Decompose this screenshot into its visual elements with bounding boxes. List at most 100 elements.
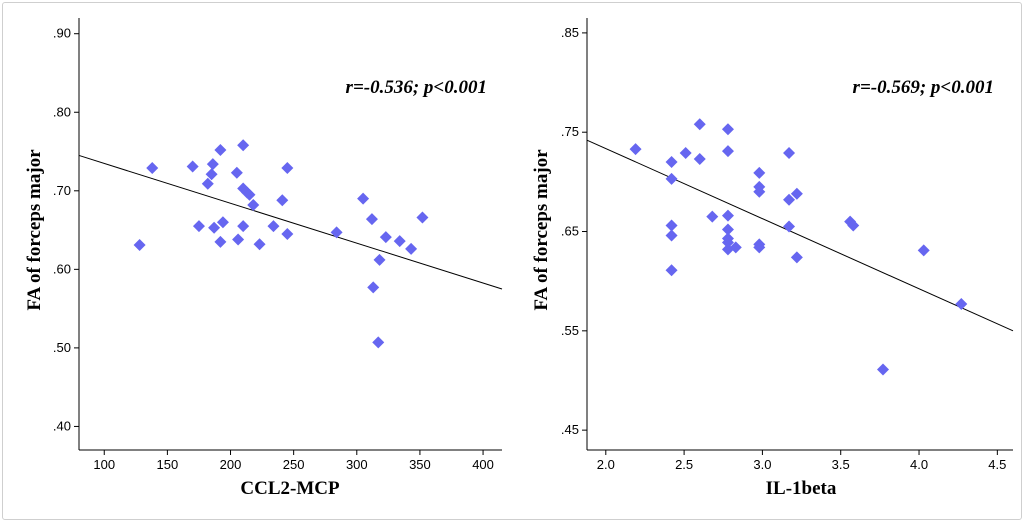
y-tick-label: .80 (53, 104, 71, 119)
data-point (917, 244, 930, 257)
correlation-annotation: r=-0.569; p<0.001 (853, 77, 994, 98)
y-tick-label: .55 (561, 323, 579, 338)
y-axis-ticks: .40 .50 .60 .70 .80 .90 (53, 26, 79, 433)
x-tick-label: 400 (472, 457, 494, 472)
y-tick-label: .90 (53, 26, 71, 41)
data-point (665, 172, 678, 185)
y-tick-label: .40 (53, 418, 71, 433)
data-point (393, 235, 406, 248)
data-point (783, 193, 796, 206)
data-point (216, 216, 229, 229)
data-point (790, 251, 803, 264)
x-axis-title: CCL2-MCP (240, 478, 340, 499)
data-point (206, 158, 219, 171)
data-point (230, 166, 243, 179)
x-axis-title: IL-1beta (766, 478, 837, 499)
y-tick-label: .60 (53, 261, 71, 276)
data-point (214, 143, 227, 156)
data-point (205, 168, 218, 181)
data-point (679, 147, 692, 160)
data-point (405, 242, 418, 255)
x-tick-label: 4.5 (988, 457, 1006, 472)
data-point (237, 220, 250, 233)
y-tick-label: .45 (561, 422, 579, 437)
x-tick-label: 4.0 (910, 457, 928, 472)
x-tick-label: 100 (93, 457, 115, 472)
y-tick-label: .50 (53, 340, 71, 355)
data-point (721, 236, 734, 249)
x-tick-label: 250 (283, 457, 305, 472)
y-tick-label: .85 (561, 25, 579, 40)
data-point (665, 229, 678, 242)
data-point (753, 166, 766, 179)
data-point (877, 363, 890, 376)
data-point (721, 223, 734, 236)
data-point (783, 220, 796, 233)
data-point (367, 281, 380, 294)
y-tick-label: .70 (53, 183, 71, 198)
x-tick-label: 350 (409, 457, 431, 472)
data-point (243, 188, 256, 201)
data-point (186, 160, 199, 173)
data-point (253, 238, 266, 251)
data-point (214, 235, 227, 248)
data-point (365, 213, 378, 226)
x-tick-label: 3.0 (753, 457, 771, 472)
y-axis-ticks: .45 .55 .65 .75 .85 (561, 25, 587, 437)
data-point (372, 336, 385, 349)
data-point (201, 177, 214, 190)
data-point (955, 298, 968, 311)
data-point (665, 219, 678, 232)
data-point (237, 139, 250, 152)
data-points (629, 118, 968, 376)
data-point (373, 253, 386, 266)
x-tick-label: 200 (220, 457, 242, 472)
data-point (847, 219, 860, 232)
correlation-annotation: r=-0.536; p<0.001 (346, 77, 487, 98)
data-point (721, 209, 734, 222)
data-point (753, 241, 766, 254)
data-point (232, 233, 245, 246)
regression-line (586, 139, 1014, 332)
data-point (267, 220, 280, 233)
data-point (693, 118, 706, 131)
y-axis-title: FA of forceps major (531, 149, 552, 311)
data-points (133, 139, 429, 349)
data-point (281, 228, 294, 240)
data-point (693, 153, 706, 166)
x-axis-ticks: 100 150 200 250 300 350 400 (93, 450, 494, 472)
data-point (133, 238, 146, 251)
data-point (753, 185, 766, 198)
y-tick-label: .75 (561, 124, 579, 139)
data-point (192, 220, 205, 233)
data-point (281, 162, 294, 175)
chart-panel-ccl2: .40 .50 .60 .70 .80 .90 100 150 200 250 300 350 400… (24, 18, 503, 499)
data-point (357, 192, 370, 205)
data-point (790, 187, 803, 200)
x-axis-ticks: 2.0 2.5 3.0 3.5 4.0 4.5 (597, 450, 1006, 472)
data-point (783, 147, 796, 160)
data-point (276, 194, 289, 207)
data-point (330, 226, 343, 239)
data-point (665, 264, 678, 277)
data-point (629, 143, 642, 156)
x-tick-label: 2.0 (597, 457, 615, 472)
chart-panel-il1beta: .45 .55 .65 .75 .85 2.0 2.5 3.0 3.5 4.0 4.5 r=-0.… (531, 18, 1014, 499)
data-point (146, 162, 159, 175)
data-point (208, 221, 221, 234)
x-tick-label: 2.5 (675, 457, 693, 472)
x-tick-label: 3.5 (832, 457, 850, 472)
data-point (729, 241, 742, 254)
data-point (665, 156, 678, 168)
x-tick-label: 150 (157, 457, 179, 472)
x-tick-label: 300 (346, 457, 368, 472)
y-tick-label: .65 (561, 224, 579, 239)
data-point (721, 123, 734, 136)
data-point (247, 198, 260, 211)
data-point (706, 210, 719, 223)
data-point (379, 231, 392, 244)
y-axis-title: FA of forceps major (24, 149, 45, 311)
regression-line (78, 154, 503, 290)
